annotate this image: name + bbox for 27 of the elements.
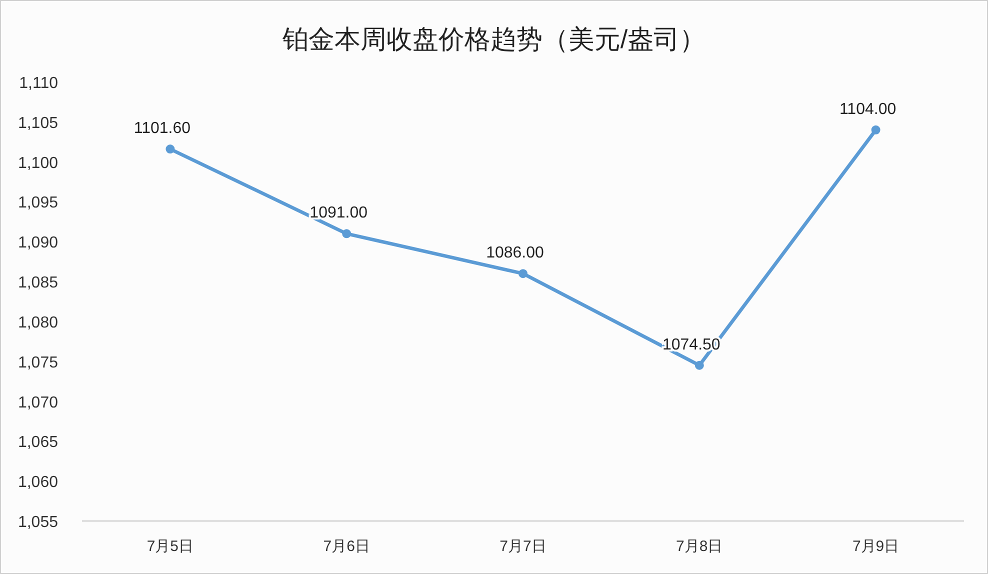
chart-title: 铂金本周收盘价格趋势（美元/盎司） (281, 24, 706, 54)
point (518, 269, 528, 278)
x-tick-label: 7月9日 (852, 538, 900, 555)
y-tick-label: 1,095 (18, 194, 58, 212)
y-tick-label: 1,065 (18, 434, 58, 452)
x-tick-label: 7月6日 (323, 538, 370, 555)
y-tick-label: 1,100 (18, 154, 58, 172)
y-tick-label: 1,070 (18, 394, 58, 412)
y-tick-label: 1,105 (18, 114, 58, 132)
y-tick-label: 1,085 (18, 274, 58, 292)
y-tick-label: 1,055 (18, 514, 58, 531)
y-tick-label: 1,060 (18, 474, 58, 492)
data-label: 1101.60 (134, 120, 191, 138)
point (871, 125, 880, 134)
x-tick-label: 7月5日 (146, 538, 194, 555)
x-tick-label: 7月8日 (676, 538, 723, 555)
x-tick-label: 7月7日 (500, 538, 546, 555)
y-tick-label: 1,075 (18, 354, 58, 372)
point (342, 229, 352, 238)
point (166, 144, 175, 154)
y-tick-label: 1,110 (19, 75, 58, 92)
y-tick-label: 1,090 (18, 234, 58, 252)
data-label: 1104.00 (839, 100, 896, 118)
data-label: 1086.00 (486, 244, 544, 262)
data-label: 1091.00 (310, 204, 368, 222)
y-tick-label: 1,080 (18, 314, 58, 332)
point (694, 360, 704, 370)
